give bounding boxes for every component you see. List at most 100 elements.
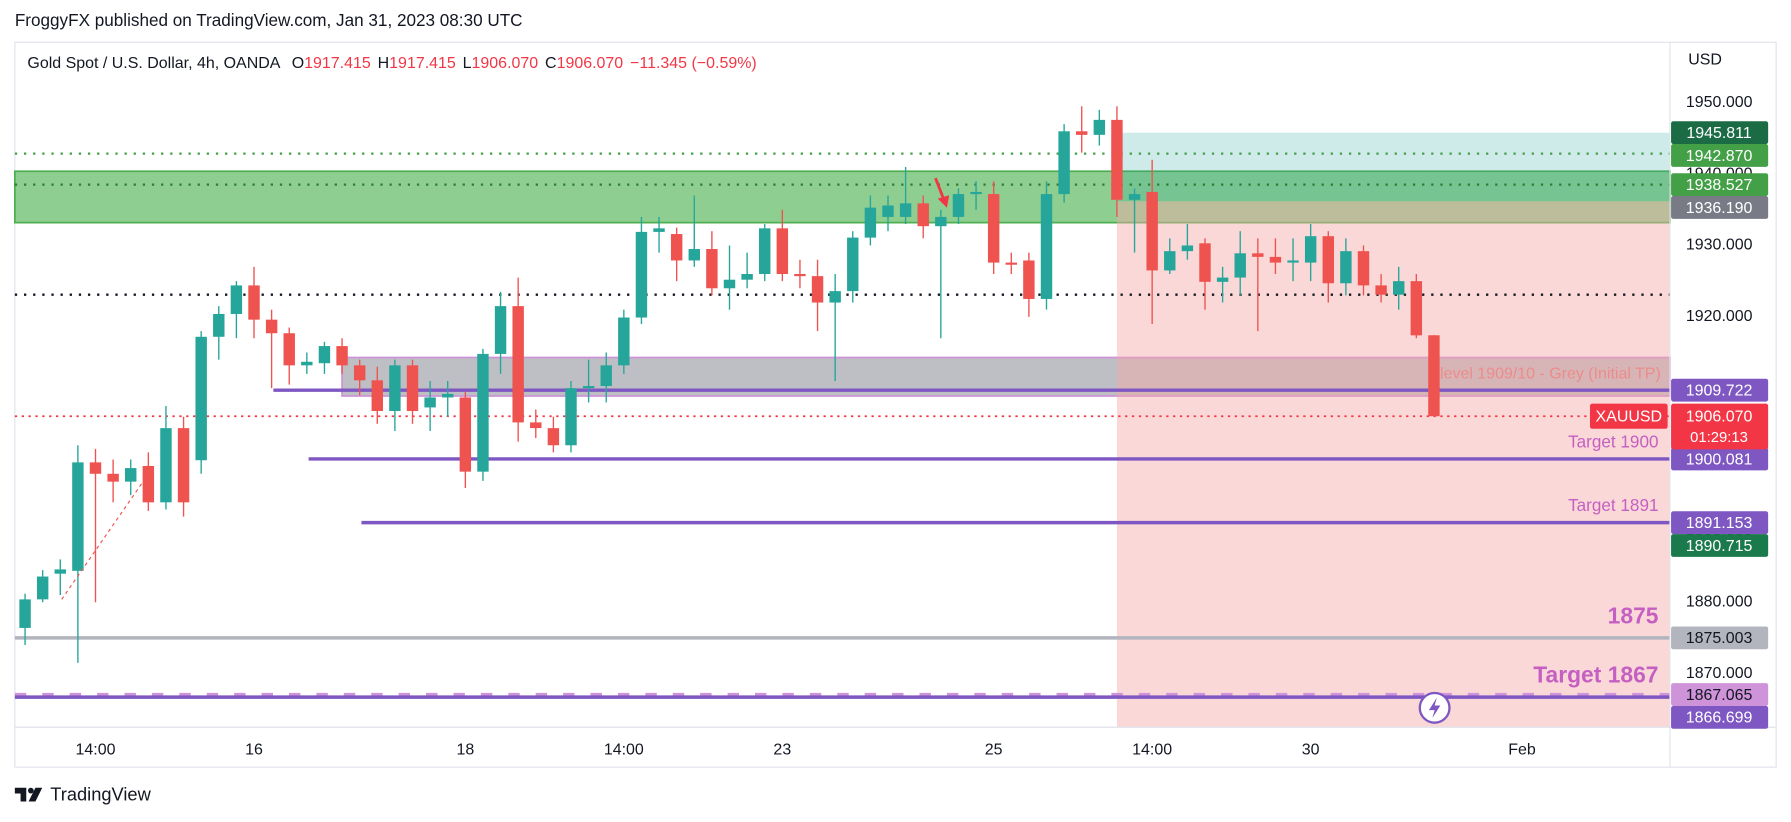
price-label: 1909.722 bbox=[1686, 383, 1753, 400]
x-tick-label: 14:00 bbox=[1132, 741, 1172, 758]
candle-body bbox=[1269, 256, 1282, 263]
candle-body bbox=[547, 428, 560, 446]
price-label: 1875.003 bbox=[1686, 630, 1753, 647]
price-label: 1867.065 bbox=[1686, 687, 1753, 704]
candle-body bbox=[1216, 277, 1229, 282]
price-label: 1900.081 bbox=[1686, 451, 1753, 468]
price-label-box bbox=[1671, 705, 1769, 729]
candle-body bbox=[1199, 243, 1211, 282]
change: −11.345 (−0.59%) bbox=[630, 55, 757, 72]
level-label: Target 1891 bbox=[1568, 496, 1658, 515]
logo-part bbox=[28, 787, 43, 802]
candle-body bbox=[935, 216, 947, 227]
ohlc-value: 1917.415 bbox=[304, 55, 371, 72]
candle-body bbox=[899, 203, 912, 217]
candle-body bbox=[759, 228, 771, 274]
price-label-box bbox=[1671, 121, 1769, 145]
legend: Gold Spot / U.S. Dollar, 4h, OANDA O1917… bbox=[27, 55, 756, 72]
x-tick-label: 18 bbox=[456, 741, 474, 758]
candle-body bbox=[512, 306, 524, 423]
x-tick-label: 25 bbox=[985, 741, 1003, 758]
arrow-head bbox=[937, 195, 950, 208]
price-label: 1942.870 bbox=[1686, 148, 1753, 165]
candle-body bbox=[1040, 194, 1053, 299]
candle-body bbox=[1340, 251, 1352, 284]
price-label: 1890.715 bbox=[1686, 538, 1753, 555]
candle-body bbox=[1093, 119, 1106, 135]
zone bbox=[13, 170, 1671, 224]
candle-body bbox=[1252, 253, 1264, 257]
level-label: Target 1900 bbox=[1568, 432, 1658, 451]
price-label-box bbox=[1671, 173, 1769, 197]
candle-body bbox=[248, 285, 260, 320]
candle-body bbox=[864, 207, 877, 238]
candle-body bbox=[1111, 119, 1123, 200]
candle-body bbox=[1023, 260, 1035, 299]
currency-label: USD bbox=[1688, 52, 1722, 69]
candle-body bbox=[565, 388, 577, 446]
candle-body bbox=[213, 313, 225, 337]
candle-body bbox=[265, 319, 278, 334]
price-label-box bbox=[1671, 534, 1769, 557]
candle-body bbox=[353, 365, 366, 381]
candle-body bbox=[1128, 194, 1141, 200]
candle-body bbox=[952, 194, 965, 217]
candle-body bbox=[301, 361, 313, 366]
candle-body bbox=[1164, 251, 1176, 271]
candle-body bbox=[1375, 285, 1387, 295]
candle-body bbox=[635, 231, 648, 318]
logo-part bbox=[27, 787, 34, 794]
red-arrow bbox=[934, 177, 950, 208]
level-label: Target 1867 bbox=[1533, 662, 1658, 688]
ohlc-value: 1906.070 bbox=[557, 55, 624, 72]
candle-body bbox=[776, 228, 789, 274]
ohlc-value: 1906.070 bbox=[472, 55, 539, 72]
levels: Target 1900 Target 1891 1875 Target 1867 bbox=[14, 152, 1670, 699]
ohlc: O1917.415 H1917.415 L1906.070 C1906.070 −11.… bbox=[292, 55, 757, 72]
candle-body bbox=[107, 473, 119, 482]
candle-body bbox=[987, 194, 1000, 263]
countdown: 01:29:13 bbox=[1690, 430, 1748, 446]
y-tick-label: 1930.000 bbox=[1686, 237, 1753, 254]
candle-body bbox=[160, 428, 172, 503]
candle-body bbox=[406, 365, 419, 411]
candle-body bbox=[371, 380, 383, 411]
axes: USD 1870.0001880.0001890.0001900.0001910… bbox=[14, 42, 1777, 768]
candle-body bbox=[54, 569, 66, 574]
candle-body bbox=[389, 365, 401, 411]
x-tick-label: Feb bbox=[1508, 741, 1536, 758]
ohlc-value: 1917.415 bbox=[389, 55, 456, 72]
candle-body bbox=[829, 291, 841, 303]
price-labels: 1945.811 1942.870 1938.527 1936.190 1909.722… bbox=[1589, 121, 1769, 729]
candle-body bbox=[653, 228, 665, 232]
footer-logo: TradingView bbox=[14, 784, 152, 805]
candle-body bbox=[670, 234, 683, 261]
footer-brand: TradingView bbox=[50, 784, 151, 805]
y-tick-label: 1920.000 bbox=[1686, 308, 1753, 325]
candle-body bbox=[1428, 335, 1440, 417]
ohlc-key: C bbox=[545, 55, 557, 72]
candle-body bbox=[477, 353, 489, 472]
arrow-shaft bbox=[934, 177, 945, 200]
position-profit bbox=[1116, 132, 1670, 202]
candle-body bbox=[72, 462, 84, 571]
candle-body bbox=[1234, 253, 1246, 278]
candle-body bbox=[1076, 131, 1088, 135]
candle-body bbox=[600, 365, 612, 387]
candle-body bbox=[177, 428, 190, 503]
icon-bolt bbox=[1428, 697, 1441, 719]
x-tick-label: 16 bbox=[245, 741, 263, 758]
candle-body bbox=[917, 203, 929, 227]
level-label: 1875 bbox=[1608, 602, 1659, 628]
chart-frame bbox=[14, 41, 1777, 768]
price-label-box bbox=[1671, 144, 1769, 167]
candle-body bbox=[582, 386, 595, 389]
x-tick-label: 14:00 bbox=[76, 741, 116, 758]
candle-body bbox=[442, 393, 454, 398]
candle-body bbox=[36, 576, 49, 600]
candle-body bbox=[847, 237, 859, 292]
logo-part bbox=[14, 787, 27, 802]
